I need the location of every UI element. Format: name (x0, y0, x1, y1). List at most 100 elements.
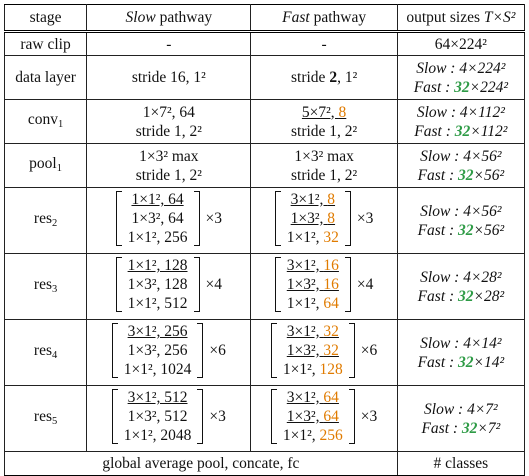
fast-data-layer: stride 2, 1² (250, 55, 398, 100)
stage-pool1: pool1 (3, 143, 88, 188)
fast-res4-line: 1×3², 32 (283, 341, 343, 360)
row-res4: res4 3×1², 256 1×3², 256 1×1², 1024 ×6 3×1², … (3, 319, 526, 386)
row-pool1: pool1 1×3² max stride 1, 2² 1×3² max strid… (3, 143, 526, 188)
slow-conv1: 1×7², 64 stride 1, 2² (86, 99, 252, 144)
out-pool1-fast-pre: Fast : (417, 166, 459, 184)
stage-res4: res4 (3, 319, 88, 386)
out-raw-clip: 64×224² (396, 31, 526, 56)
left-bracket-icon (274, 257, 281, 312)
fast-res5-block: 3×1², 64 1×3², 64 1×1², 256 ×3 (270, 388, 378, 445)
fast-res5-line: 1×3², 64 (283, 407, 343, 426)
out-res3-slow: Slow : 4×28² (420, 268, 502, 286)
fast-res2-channels: 32 (323, 229, 339, 246)
slow-res2-line: 1×1², 64 (131, 191, 184, 208)
out-res4-fast: Fast : 32×14² (398, 353, 524, 372)
left-bracket-icon (111, 389, 118, 444)
fast-res4-block: 3×1², 32 1×3², 32 1×1², 128 ×6 (270, 322, 378, 379)
slow-res3-block: 1×1², 128 1×3², 128 1×1², 512 ×4 (115, 256, 222, 313)
out-conv1-fast-pre: Fast : (414, 122, 455, 140)
left-bracket-icon (111, 323, 118, 378)
slow-res2-line: 1×3², 64 (131, 210, 184, 227)
fast-data-bold: 2 (329, 69, 338, 86)
fast-conv1-kernel-a: 5×7², (301, 103, 339, 121)
right-bracket-icon (344, 257, 351, 312)
fast-res5-repeat: ×3 (360, 408, 378, 425)
header-stage: stage (3, 4, 88, 33)
fast-res3-channels: 16 (323, 257, 339, 274)
slow-res2: 1×1², 64 1×3², 64 1×1², 256 ×3 (86, 187, 252, 254)
header-slow-italic: Slow (125, 9, 156, 26)
out-res2-fast: Fast : 32×56² (398, 221, 524, 240)
fast-res4-kernel: 1×3², (286, 342, 324, 359)
out-data-fast: Fast : 32×224² (398, 78, 524, 97)
out-res2-fast-post: ×56² (473, 221, 505, 239)
left-bracket-icon (115, 257, 122, 312)
fast-res4-kernel: 1×1², (282, 361, 320, 378)
out-conv1-slow: Slow : 4×112² (416, 103, 505, 121)
fast-res2-kernel: 1×3², (290, 210, 328, 227)
out-res5: Slow : 4×7² Fast : 32×7² (396, 385, 526, 452)
fast-conv1-channels: 8 (338, 103, 347, 121)
left-bracket-icon (115, 191, 122, 246)
fast-res4-channels: 32 (323, 323, 339, 340)
out-res4-fast-post: ×14² (473, 353, 505, 371)
fast-res5-kernel: 1×1², (282, 427, 320, 444)
fast-pool1-stride: stride 1, 2² (291, 166, 358, 184)
left-bracket-icon (270, 389, 277, 444)
out-res3-fast-green: 32 (458, 287, 474, 305)
fast-res3-line: 3×1², 16 (287, 256, 339, 275)
fast-res3-kernel: 3×1², (286, 257, 324, 274)
stage-res4-label: res (33, 341, 52, 359)
right-bracket-icon (348, 389, 355, 444)
header-fast: Fast pathway (250, 4, 398, 33)
row-data-layer: data layer stride 16, 1² stride 2, 1² Sl… (3, 55, 526, 100)
fast-raw-clip: - (250, 31, 398, 56)
slow-res3-line: 1×1², 128 (127, 257, 188, 274)
stage-data-layer: data layer (3, 55, 88, 100)
slow-conv1-kernel: 1×7², 64 (142, 103, 195, 121)
out-res4-slow: Slow : 4×14² (420, 334, 502, 352)
stage-conv1: conv1 (3, 99, 88, 144)
out-pool1-fast-post: ×56² (473, 166, 505, 184)
fast-data-pre: stride (291, 69, 330, 86)
right-bracket-icon (197, 323, 204, 378)
slow-res5-block: 3×1², 512 1×3², 512 1×1², 2048 ×3 (111, 388, 226, 445)
fast-conv1: 5×7², 8 stride 1, 2² (250, 99, 398, 144)
fast-data-post: , 1² (337, 69, 358, 86)
fast-conv1-stride: stride 1, 2² (291, 122, 358, 140)
fast-res3-channels: 64 (323, 295, 339, 312)
out-res3-fast: Fast : 32×28² (398, 287, 524, 306)
out-pool1-fast-green: 32 (458, 166, 474, 184)
stage-res2: res2 (3, 187, 88, 254)
out-conv1-fast-post: ×112² (470, 122, 508, 140)
left-bracket-icon (274, 191, 281, 246)
fast-res4-repeat: ×6 (360, 342, 378, 359)
slow-res5-repeat: ×3 (209, 408, 226, 425)
out-pool1-slow: Slow : 4×56² (420, 147, 502, 165)
stage-res5-label: res (33, 407, 52, 425)
fast-res3: 3×1², 16 1×3², 16 1×1², 64 ×4 (250, 253, 398, 320)
fast-res4-channels: 32 (323, 342, 339, 359)
out-res4-fast-green: 32 (458, 353, 474, 371)
out-res3: Slow : 4×28² Fast : 32×28² (396, 253, 526, 320)
footer-classes: # classes (396, 451, 526, 476)
slow-res4: 3×1², 256 1×3², 256 1×1², 1024 ×6 (86, 319, 252, 386)
slow-pool1-kernel: 1×3² max (139, 147, 199, 165)
out-res2-fast-green: 32 (458, 221, 474, 239)
header-stage-label: stage (29, 9, 62, 26)
slow-res4-line: 3×1², 256 (127, 323, 188, 340)
fast-res5-channels: 256 (319, 427, 343, 444)
fast-res4-line: 1×1², 128 (283, 360, 343, 379)
fast-res5-line: 3×1², 64 (283, 388, 343, 407)
out-res5-fast-green: 32 (461, 419, 478, 437)
fast-res5: 3×1², 64 1×3², 64 1×1², 256 ×3 (250, 385, 398, 452)
slow-data-layer: stride 16, 1² (86, 55, 252, 100)
stage-raw-clip: raw clip (3, 31, 88, 56)
fast-res3-kernel: 1×3², (286, 276, 324, 293)
header-output: output sizes T×S² (396, 4, 526, 33)
slow-raw-clip: - (86, 31, 252, 56)
slow-res3-line: 1×3², 128 (127, 276, 188, 293)
fast-res5-channels: 64 (323, 389, 339, 406)
fast-res3-line: 1×3², 16 (287, 275, 339, 294)
stage-res3: res3 (3, 253, 88, 320)
